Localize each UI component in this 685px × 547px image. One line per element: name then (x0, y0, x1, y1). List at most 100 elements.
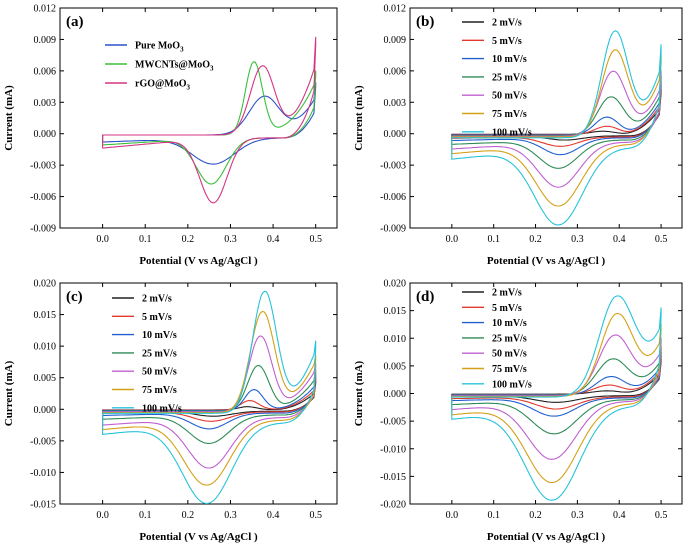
y-tick-label: 0.012 (384, 4, 407, 15)
chart-panel-3: 0.0 0.1 0.2 0.3 0.4 0.5 -0.020 -0.015 -0.010 -0.0… (353, 279, 683, 543)
x-tick-label: 0.3 (571, 510, 584, 521)
legend-label: 100 mV/s (492, 127, 532, 138)
x-tick-label: 0.1 (487, 510, 500, 521)
y-axis-title: Current (mA) (353, 360, 365, 426)
y-tick-label: 0.005 (384, 361, 407, 372)
series-line-100-mv-s (102, 290, 317, 504)
y-tick-label: -0.015 (30, 500, 56, 511)
y-axis-title: Current (mA) (3, 360, 15, 426)
y-tick-label: -0.006 (30, 192, 56, 203)
y-tick-label: -0.005 (380, 417, 406, 428)
series-line-100-mv-s (451, 30, 662, 226)
x-tick-label: 0.5 (655, 510, 668, 521)
legend-label: Pure MoO3 (135, 41, 184, 54)
chart-panel-0: 0.0 0.1 0.2 0.3 0.4 0.5 -0.009 -0.006 -0.003 0.00… (3, 4, 338, 267)
x-tick-label: 0.2 (182, 510, 195, 521)
y-tick-label: -0.009 (380, 224, 406, 235)
series-line-50-mv-s (451, 334, 662, 460)
chart-panel-1: 0.0 0.1 0.2 0.3 0.4 0.5 -0.009 -0.006 -0.003 0.00… (353, 4, 683, 267)
series-line-rgo-moo3 (102, 36, 317, 204)
y-tick-label: 0.000 (384, 389, 407, 400)
y-tick-label: -0.020 (380, 500, 406, 511)
x-tick-label: 0.1 (139, 234, 152, 245)
legend-label: 50 mV/s (492, 349, 527, 360)
y-tick-label: 0.020 (34, 279, 57, 290)
legend-label: 100 mV/s (142, 403, 182, 414)
series-line-100-mv-s (451, 295, 662, 501)
legend-label: 25 mV/s (142, 348, 177, 359)
legend-label: 5 mV/s (492, 36, 522, 47)
x-tick-label: 0.2 (529, 510, 542, 521)
x-tick-label: 0.5 (309, 234, 322, 245)
x-axis-title: Potential (V vs Ag/AgCl ) (139, 255, 258, 267)
x-tick-label: 0.4 (613, 234, 626, 245)
y-tick-label: -0.010 (380, 444, 406, 455)
x-tick-label: 0.0 (446, 234, 459, 245)
y-tick-label: -0.003 (30, 161, 56, 172)
legend-label: rGO@MoO3 (135, 79, 191, 92)
y-tick-label: -0.003 (380, 161, 406, 172)
legend-label: 2 mV/s (142, 294, 172, 305)
x-tick-label: 0.2 (529, 234, 542, 245)
x-tick-label: 0.0 (96, 234, 109, 245)
x-tick-label: 0.4 (267, 510, 280, 521)
legend-label: 10 mV/s (142, 330, 177, 341)
y-tick-label: 0.000 (384, 129, 407, 140)
legend-label: 5 mV/s (492, 303, 522, 314)
y-tick-label: 0.009 (34, 35, 57, 46)
plot-frame (409, 7, 683, 229)
y-axis-title: Current (mA) (3, 85, 15, 151)
y-tick-label: 0.012 (34, 4, 57, 15)
x-tick-label: 0.2 (182, 234, 195, 245)
legend-label: 75 mV/s (492, 109, 527, 120)
legend-label: 5 mV/s (142, 312, 172, 323)
x-tick-label: 0.5 (309, 510, 322, 521)
y-axis-title: Current (mA) (353, 85, 365, 151)
y-tick-label: -0.015 (380, 472, 406, 483)
x-tick-label: 0.3 (224, 234, 237, 245)
x-tick-label: 0.5 (655, 234, 668, 245)
legend-label: 2 mV/s (492, 288, 522, 299)
x-tick-label: 0.0 (96, 510, 109, 521)
x-axis-title: Potential (V vs Ag/AgCl ) (487, 531, 606, 543)
y-tick-label: 0.010 (384, 334, 407, 345)
x-tick-label: 0.4 (267, 234, 280, 245)
y-tick-label: 0.009 (384, 35, 407, 46)
legend-label: 25 mV/s (492, 333, 527, 344)
series-line-75-mv-s (102, 310, 317, 486)
y-tick-label: -0.005 (30, 436, 56, 447)
x-tick-label: 0.0 (446, 510, 459, 521)
legend-label: MWCNTs@MoO3 (135, 60, 214, 73)
series-line-75-mv-s (451, 312, 662, 484)
y-tick-label: -0.006 (380, 192, 406, 203)
series-line-50-mv-s (451, 70, 662, 188)
legend-label: 100 mV/s (492, 379, 532, 390)
plot-frame (59, 282, 338, 505)
x-axis-title: Potential (V vs Ag/AgCl ) (487, 255, 606, 267)
plot-frame (59, 7, 338, 229)
y-tick-label: 0.006 (384, 66, 407, 77)
legend-label: 50 mV/s (142, 367, 177, 378)
legend-label: 10 mV/s (492, 318, 527, 329)
x-tick-label: 0.1 (139, 510, 152, 521)
series-line-25-mv-s (451, 345, 662, 435)
series-line-pure-moo3 (102, 81, 317, 165)
x-tick-label: 0.4 (613, 510, 626, 521)
x-tick-label: 0.1 (487, 234, 500, 245)
y-tick-label: 0.015 (34, 310, 57, 321)
legend-label: 25 mV/s (492, 72, 527, 83)
legend-label: 75 mV/s (492, 364, 527, 375)
y-tick-label: 0.020 (384, 279, 407, 290)
y-tick-label: 0.003 (34, 98, 57, 109)
legend-label: 75 mV/s (142, 385, 177, 396)
panel-label: (c) (66, 289, 83, 305)
panel-label: (a) (66, 14, 84, 30)
legend-label: 10 mV/s (492, 54, 527, 65)
x-axis-title: Potential (V vs Ag/AgCl ) (139, 531, 258, 543)
y-tick-label: -0.010 (30, 468, 56, 479)
y-tick-label: 0.006 (34, 66, 57, 77)
series-line-10-mv-s (451, 80, 662, 156)
legend-label: 50 mV/s (492, 91, 527, 102)
y-tick-label: 0.003 (384, 98, 407, 109)
